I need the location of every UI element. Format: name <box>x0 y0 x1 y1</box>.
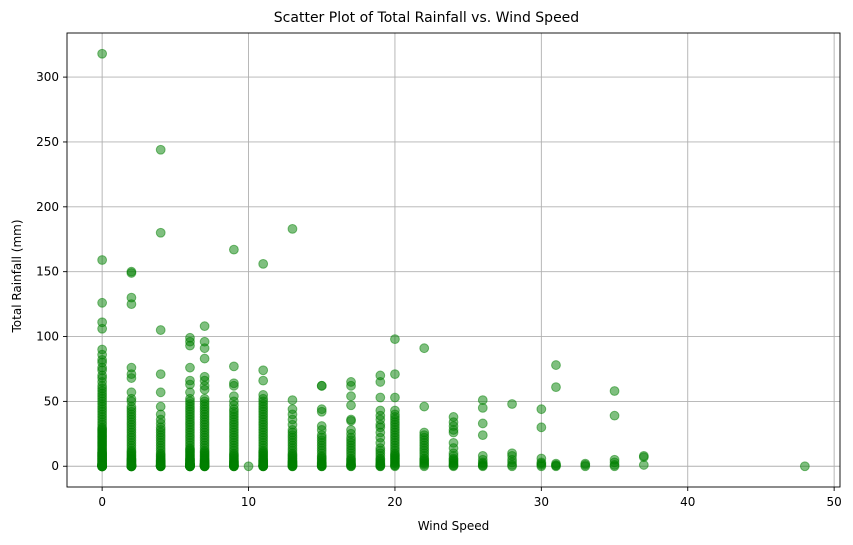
data-point <box>536 422 547 433</box>
x-tick-label: 0 <box>98 495 106 509</box>
data-point <box>316 406 327 417</box>
data-point <box>126 268 137 278</box>
grid-lines <box>67 33 840 487</box>
data-point <box>126 373 137 383</box>
data-point <box>97 48 108 59</box>
data-point <box>287 461 298 472</box>
y-axis-label: Total Rainfall (mm) <box>10 219 24 333</box>
data-point <box>199 461 210 472</box>
data-point <box>609 410 620 421</box>
data-point <box>97 297 108 308</box>
data-point <box>155 227 166 238</box>
y-tick-label: 0 <box>51 459 59 473</box>
data-point <box>419 461 430 472</box>
data-point <box>536 461 547 472</box>
data-point <box>185 340 195 351</box>
data-point <box>536 404 547 415</box>
data-point <box>287 395 298 405</box>
plot-area-frame <box>66 32 841 488</box>
data-point <box>258 375 269 386</box>
data-point <box>346 380 356 391</box>
x-axis-ticks: 0 10 20 30 40 50 <box>98 487 842 509</box>
data-point <box>419 343 430 354</box>
x-tick-label: 10 <box>241 495 256 509</box>
data-point <box>155 387 166 398</box>
data-point <box>375 392 386 403</box>
data-point <box>346 400 356 411</box>
data-point <box>97 323 108 334</box>
x-tick-label: 20 <box>387 495 402 509</box>
data-point <box>390 369 400 380</box>
x-tick-label: 40 <box>680 495 695 509</box>
data-point <box>375 461 386 472</box>
data-point <box>551 360 561 370</box>
data-point <box>155 144 166 155</box>
data-point <box>346 391 356 402</box>
data-point <box>580 461 591 472</box>
data-point <box>448 427 459 438</box>
data-point <box>375 377 386 387</box>
data-point <box>126 299 137 310</box>
data-point <box>551 461 561 472</box>
data-point <box>551 382 561 393</box>
y-tick-label: 150 <box>36 265 59 279</box>
data-point <box>477 430 488 441</box>
y-tick-label: 50 <box>44 394 59 408</box>
data-point <box>287 223 298 234</box>
data-point <box>507 461 517 472</box>
data-point <box>155 369 166 380</box>
data-point <box>97 461 108 472</box>
data-point <box>609 461 620 472</box>
data-point <box>199 384 210 395</box>
data-point <box>228 380 239 391</box>
data-point <box>199 321 210 332</box>
data-point <box>477 418 488 429</box>
y-tick-label: 250 <box>36 135 59 149</box>
data-point <box>155 325 166 335</box>
data-point <box>243 461 254 472</box>
data-point <box>390 334 400 345</box>
data-point <box>155 461 166 472</box>
data-point <box>228 244 239 255</box>
y-tick-label: 300 <box>36 70 59 84</box>
y-tick-label: 100 <box>36 330 59 344</box>
x-axis-label: Wind Speed <box>418 519 490 533</box>
data-point <box>199 343 210 354</box>
data-point <box>258 365 269 376</box>
data-point <box>448 461 459 472</box>
data-point <box>228 361 239 372</box>
data-point <box>390 461 400 472</box>
data-point <box>185 362 195 373</box>
data-point <box>346 415 356 426</box>
data-point <box>258 258 269 269</box>
scatter-points <box>97 48 810 472</box>
y-axis-ticks: 0 50 100 150 200 250 300 <box>36 70 67 473</box>
data-point <box>316 380 327 391</box>
data-point <box>97 255 108 265</box>
data-point <box>390 392 400 403</box>
data-point <box>799 461 810 472</box>
data-point <box>419 401 430 412</box>
data-point <box>228 461 239 472</box>
x-tick-label: 50 <box>827 495 842 509</box>
x-tick-label: 30 <box>534 495 549 509</box>
data-point <box>199 353 210 364</box>
chart-title: Scatter Plot of Total Rainfall vs. Wind … <box>274 10 579 26</box>
data-point <box>477 461 488 472</box>
data-point <box>507 399 517 409</box>
data-point <box>609 386 620 396</box>
y-tick-label: 200 <box>36 200 59 214</box>
data-point <box>477 402 488 413</box>
data-point <box>346 461 356 472</box>
data-point <box>185 461 195 472</box>
data-point <box>316 461 327 472</box>
data-point <box>126 461 137 472</box>
data-point <box>638 460 649 470</box>
data-point <box>258 461 269 472</box>
